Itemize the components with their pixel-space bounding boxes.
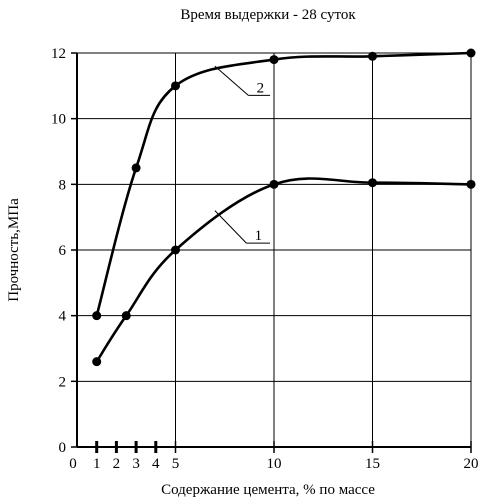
data-point (171, 245, 180, 255)
series-label-1: 1 (255, 228, 263, 244)
data-point (121, 311, 131, 321)
axes (71, 52, 472, 453)
x-tick-label: 20 (464, 456, 479, 472)
data-point (466, 48, 476, 58)
x-tick-label: 1 (93, 456, 101, 472)
y-tick-label: 0 (59, 440, 67, 456)
series-1 (92, 177, 476, 367)
data-point (466, 179, 476, 189)
x-axis-label: Содержание цемента, % по массе (161, 482, 375, 498)
x-tick-label: 2 (113, 456, 121, 472)
series-labels: 12 (214, 65, 271, 244)
data-point (269, 179, 279, 189)
x-tick-label: 5 (172, 456, 180, 472)
series-line-1 (95, 177, 472, 363)
x-tick-label: 3 (132, 456, 140, 472)
x-tick-label: 10 (267, 456, 282, 472)
data-point (92, 357, 102, 367)
series-2 (92, 48, 476, 321)
label-leader-1 (214, 210, 247, 244)
data-point (368, 51, 377, 61)
y-tick-label: 12 (51, 46, 66, 62)
x-tick-label: 0 (69, 456, 77, 472)
x-tick-label: 15 (365, 456, 380, 472)
y-tick-label: 2 (59, 374, 67, 390)
data-point (92, 311, 102, 321)
data-point (269, 55, 279, 65)
x-tick-label: 4 (152, 456, 160, 472)
y-tick-label: 4 (59, 309, 67, 325)
y-tick-label: 6 (59, 243, 67, 259)
y-axis-label: Прочность,МПа (6, 198, 22, 302)
grid (77, 52, 472, 448)
y-tick-label: 10 (51, 112, 66, 128)
series-label-2: 2 (257, 80, 265, 96)
label-leader-2 (214, 65, 249, 96)
data-point (131, 163, 141, 173)
y-tick-label: 8 (59, 177, 67, 193)
series (92, 48, 476, 367)
data-point (368, 178, 377, 188)
data-point (171, 81, 180, 91)
chart-title: Время выдержки - 28 суток (180, 7, 356, 23)
